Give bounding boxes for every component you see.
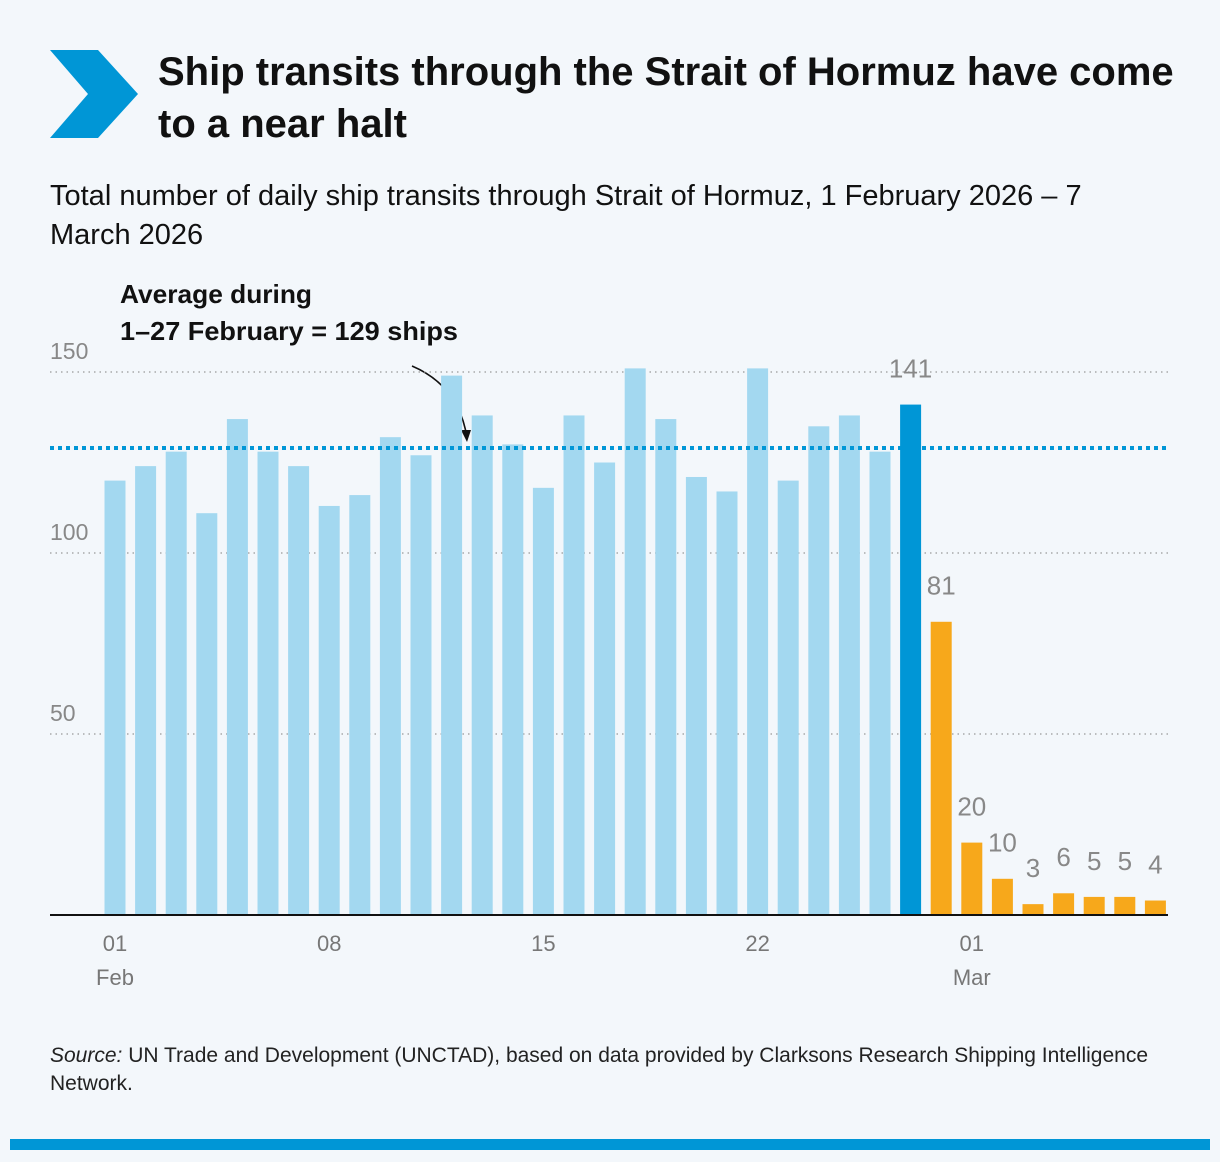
bar <box>1053 893 1075 915</box>
title: Ship transits through the Strait of Horm… <box>158 50 1174 146</box>
bar <box>716 491 738 915</box>
x-tick-sublabel: Feb <box>96 965 134 990</box>
arrow-head <box>461 430 471 442</box>
bar <box>471 415 493 915</box>
bar <box>288 466 310 915</box>
value-label: 20 <box>957 791 986 821</box>
annotation: Average during <box>120 279 312 309</box>
bar <box>808 426 830 915</box>
source: Source: UN Trade and Development (UNCTAD… <box>50 1042 1170 1098</box>
bar <box>410 455 432 915</box>
value-label: 3 <box>1026 853 1040 883</box>
x-tick-sublabel: Mar <box>953 965 991 990</box>
value-label: 10 <box>988 828 1017 858</box>
x-tick-label: 01 <box>103 931 127 956</box>
bar <box>563 415 585 915</box>
annotation: 1–27 February = 129 ships <box>120 316 458 346</box>
bar <box>349 495 371 915</box>
x-tick-label: 15 <box>531 931 555 956</box>
value-label: 141 <box>889 353 932 383</box>
x-tick-label: 08 <box>317 931 341 956</box>
source-prefix: Source: <box>50 1044 123 1067</box>
bar <box>1114 896 1136 915</box>
bar <box>135 466 157 915</box>
bar <box>594 462 616 915</box>
bottom-bar <box>10 1139 1210 1150</box>
subtitle: Total number of daily ship transits thro… <box>50 180 1082 251</box>
bar <box>655 419 677 915</box>
bar <box>226 419 248 915</box>
bar <box>165 451 187 915</box>
bar <box>1083 896 1105 915</box>
bar <box>318 505 340 915</box>
value-label: 5 <box>1087 846 1101 876</box>
bar <box>869 451 891 915</box>
bar <box>257 451 279 915</box>
bar <box>900 404 922 915</box>
source-text: UN Trade and Development (UNCTAD), based… <box>50 1044 1149 1095</box>
bar <box>532 487 554 915</box>
x-tick-label: 01 <box>960 931 984 956</box>
bar <box>838 415 860 915</box>
chevron-icon <box>50 50 138 138</box>
bar <box>379 437 401 915</box>
bar <box>685 476 707 915</box>
bar <box>624 368 646 915</box>
bar <box>104 480 126 915</box>
x-tick-label: 22 <box>745 931 769 956</box>
y-tick-label: 100 <box>50 519 88 545</box>
value-label: 81 <box>927 571 956 601</box>
bar <box>1144 900 1166 915</box>
bar <box>961 842 983 915</box>
bar <box>991 878 1013 915</box>
value-label: 4 <box>1148 849 1162 879</box>
bar <box>196 513 218 915</box>
bar <box>502 444 524 915</box>
bar <box>1022 904 1044 915</box>
value-label: 6 <box>1056 842 1070 872</box>
bar <box>930 621 952 915</box>
bar <box>441 375 463 915</box>
y-tick-label: 150 <box>50 338 88 364</box>
bar <box>777 480 799 915</box>
y-tick-label: 50 <box>50 700 76 726</box>
value-label: 5 <box>1118 846 1132 876</box>
bar <box>747 368 769 915</box>
